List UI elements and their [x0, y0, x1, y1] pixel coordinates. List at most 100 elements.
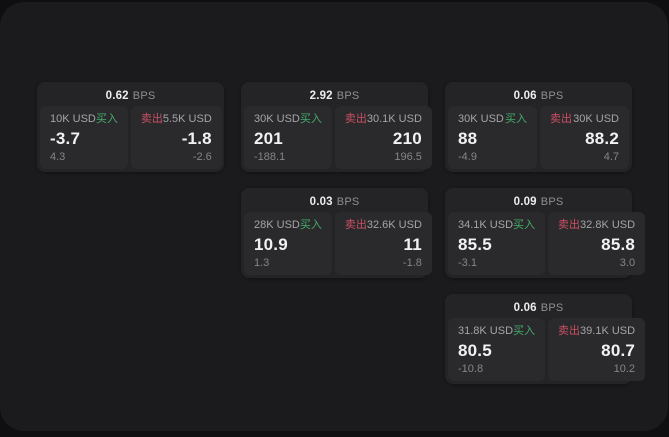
spread-value: 0.09 [513, 195, 537, 208]
spread-value: 2.92 [309, 89, 333, 102]
spread-value: 0.06 [513, 89, 537, 102]
buy-side-label: 买入 [95, 113, 118, 125]
buy-delta: -3.1 [458, 257, 477, 269]
spread-header: 0.06 BPS [448, 297, 629, 318]
quote-tiles: 30K USD 买入 88 -4.9 卖出 30K USD 88.2 4.7 [448, 106, 629, 169]
buy-size: 10K USD [50, 113, 96, 125]
buy-tile-top: 28K USD 买入 [254, 218, 322, 233]
spread-value: 0.62 [105, 89, 129, 102]
buy-price: 80.5 [458, 341, 492, 360]
sell-delta: -1.8 [402, 257, 422, 269]
quote-tiles: 10K USD 买入 -3.7 4.3 卖出 5.5K USD -1.8 -2.… [40, 106, 222, 169]
sell-price: 88.2 [585, 129, 619, 148]
quote-tiles: 34.1K USD 买入 85.5 -3.1 卖出 32.8K USD 85.8… [448, 212, 646, 275]
spread-unit-label: BPS [336, 195, 360, 208]
sell-tile-top: 卖出 39.1K USD [558, 324, 635, 339]
spread-header: 0.62 BPS [40, 85, 221, 106]
buy-tile[interactable]: 10K USD 买入 -3.7 4.3 [40, 106, 128, 169]
quote-tiles: 31.8K USD 买入 80.5 -10.8 卖出 39.1K USD 80.… [448, 318, 646, 381]
sell-side-label: 卖出 [140, 113, 163, 125]
buy-tile[interactable]: 28K USD 买入 10.9 1.3 [244, 212, 332, 275]
buy-tile[interactable]: 30K USD 买入 88 -4.9 [448, 106, 537, 169]
spread-unit-label: BPS [132, 89, 156, 102]
sell-tile[interactable]: 卖出 39.1K USD 80.7 10.2 [548, 318, 646, 381]
sell-size: 30K USD [573, 113, 619, 125]
buy-size: 30K USD [458, 113, 504, 125]
buy-delta: 4.3 [50, 151, 66, 163]
spread-header: 0.03 BPS [244, 191, 425, 212]
spread-header: 0.09 BPS [448, 191, 629, 212]
spread-unit-label: BPS [540, 195, 564, 208]
sell-size: 32.6K USD [366, 219, 422, 231]
sell-tile[interactable]: 卖出 30K USD 88.2 4.7 [540, 106, 629, 169]
buy-price: -3.7 [50, 129, 81, 148]
sell-side-label: 卖出 [344, 113, 367, 125]
quote-card: 0.03 BPS 28K USD 买入 10.9 1.3 卖出 32.6K US… [241, 188, 432, 278]
sell-delta: 10.2 [613, 363, 636, 375]
buy-side-label: 买入 [513, 325, 536, 337]
buy-size: 34.1K USD [458, 219, 514, 231]
sell-tile-top: 卖出 32.6K USD [345, 218, 422, 233]
quote-card: 0.06 BPS 31.8K USD 买入 80.5 -10.8 卖出 39.1… [445, 294, 646, 384]
spread-header: 0.06 BPS [448, 85, 629, 106]
buy-delta: -10.8 [458, 363, 484, 375]
buy-delta: -188.1 [254, 151, 286, 163]
buy-delta: 1.3 [254, 257, 270, 269]
spread-value: 0.03 [309, 195, 333, 208]
sell-delta: 4.7 [603, 151, 619, 163]
sell-side-label: 卖出 [344, 219, 367, 231]
sell-tile-top: 卖出 32.8K USD [558, 218, 635, 233]
sell-price: -1.8 [181, 129, 212, 148]
quote-card: 0.09 BPS 34.1K USD 买入 85.5 -3.1 卖出 32.8K… [445, 188, 646, 278]
buy-tile[interactable]: 34.1K USD 买入 85.5 -3.1 [448, 212, 546, 275]
sell-side-label: 卖出 [558, 219, 581, 231]
buy-size: 28K USD [254, 219, 300, 231]
sell-price: 85.8 [601, 235, 636, 254]
sell-size: 5.5K USD [162, 113, 212, 125]
quotes-grid: 0.62 BPS 10K USD 买入 -3.7 4.3 卖出 5.5K USD… [37, 82, 646, 384]
sell-side-label: 卖出 [550, 113, 572, 125]
buy-delta: -4.9 [458, 151, 477, 163]
sell-size: 39.1K USD [580, 325, 636, 337]
buy-price: 85.5 [458, 235, 492, 254]
buy-price: 201 [254, 129, 283, 148]
sell-tile[interactable]: 卖出 32.8K USD 85.8 3.0 [548, 212, 646, 275]
sell-price: 11 [403, 235, 422, 254]
buy-price: 88 [458, 129, 478, 148]
quote-card: 0.62 BPS 10K USD 买入 -3.7 4.3 卖出 5.5K USD… [37, 82, 224, 172]
buy-price: 10.9 [254, 235, 288, 254]
buy-side-label: 买入 [513, 219, 536, 231]
buy-tile-top: 31.8K USD 买入 [458, 324, 535, 339]
spread-header: 2.92 BPS [244, 85, 425, 106]
buy-side-label: 买入 [299, 113, 322, 125]
quote-tiles: 28K USD 买入 10.9 1.3 卖出 32.6K USD 11 -1.8 [244, 212, 432, 275]
buy-tile[interactable]: 30K USD 买入 201 -188.1 [244, 106, 332, 169]
buy-tile-top: 34.1K USD 买入 [458, 218, 535, 233]
buy-tile[interactable]: 31.8K USD 买入 80.5 -10.8 [448, 318, 546, 381]
sell-size: 30.1K USD [366, 113, 422, 125]
buy-side-label: 买入 [299, 219, 322, 231]
spread-unit-label: BPS [540, 301, 564, 314]
sell-delta: 196.5 [394, 151, 422, 163]
buy-side-label: 买入 [505, 113, 527, 125]
buy-tile-top: 30K USD 买入 [254, 112, 322, 127]
sell-size: 32.8K USD [580, 219, 636, 231]
sell-tile-top: 卖出 5.5K USD [141, 112, 212, 127]
spread-unit-label: BPS [336, 89, 360, 102]
sell-tile[interactable]: 卖出 32.6K USD 11 -1.8 [334, 212, 432, 275]
quote-card: 0.06 BPS 30K USD 买入 88 -4.9 卖出 30K USD 8… [445, 82, 632, 172]
sell-tile[interactable]: 卖出 5.5K USD -1.8 -2.6 [130, 106, 222, 169]
sell-delta: -2.6 [192, 151, 212, 163]
sell-price: 80.7 [601, 341, 636, 360]
sell-tile[interactable]: 卖出 30.1K USD 210 196.5 [334, 106, 432, 169]
spread-unit-label: BPS [540, 89, 564, 102]
buy-tile-top: 10K USD 买入 [50, 112, 118, 127]
sell-tile-top: 卖出 30K USD [550, 112, 619, 127]
buy-size: 31.8K USD [458, 325, 514, 337]
buy-tile-top: 30K USD 买入 [458, 112, 527, 127]
quote-card: 2.92 BPS 30K USD 买入 201 -188.1 卖出 30.1K … [241, 82, 432, 172]
quote-tiles: 30K USD 买入 201 -188.1 卖出 30.1K USD 210 1… [244, 106, 432, 169]
spread-value: 0.06 [513, 301, 537, 314]
sell-delta: 3.0 [619, 257, 636, 269]
